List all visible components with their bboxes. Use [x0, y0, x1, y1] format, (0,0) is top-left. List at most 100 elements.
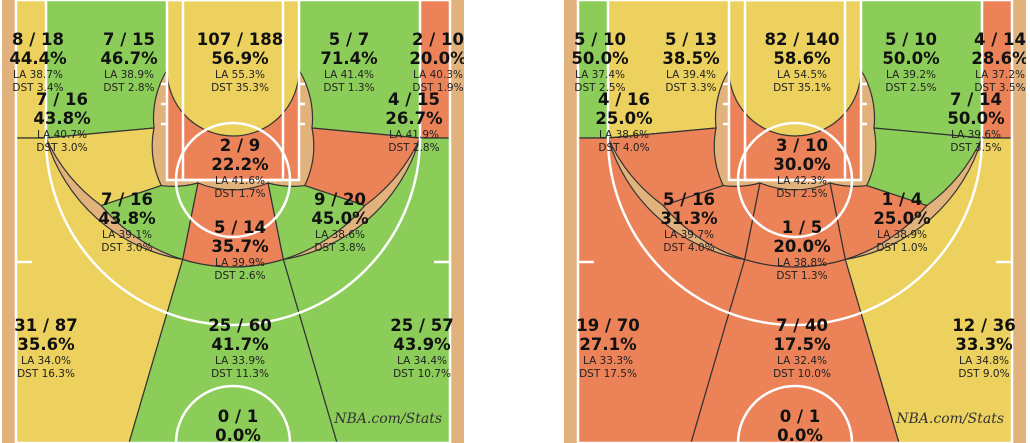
zone-pct: 43.9% [393, 335, 451, 354]
court-boundary [576, 0, 1014, 443]
zone-pct: 46.7% [100, 49, 158, 68]
zone-pct: 22.2% [211, 155, 269, 174]
zone-ratio: 4 / 14 [974, 30, 1026, 49]
zone-distribution: DST 3.0% [101, 242, 152, 254]
zone-distribution: DST 1.3% [776, 270, 827, 282]
inner-lane [743, 0, 847, 182]
zone-pct: 56.9% [211, 49, 269, 68]
zone-league-avg: LA 39.7% [664, 229, 714, 241]
zone-ratio: 82 / 140 [765, 30, 840, 49]
zone-league-avg: LA 38.9% [104, 69, 154, 81]
zone-league-avg: LA 33.3% [583, 355, 633, 367]
zone-pct: 25.0% [595, 109, 653, 128]
zone-ratio: 1 / 4 [882, 190, 922, 209]
zone-ratio: 8 / 18 [12, 30, 64, 49]
zone-label-backcourt: 0 / 10.0% [777, 407, 823, 443]
zone-distribution: DST 3.5% [974, 82, 1025, 94]
zone-pct: 25.0% [873, 209, 931, 228]
zone-distribution: DST 16.3% [17, 368, 75, 380]
zone-league-avg: LA 38.9% [877, 229, 927, 241]
three-point-arc [606, 137, 984, 327]
zone-ratio: 3 / 10 [776, 136, 828, 155]
zone-ratio: 107 / 188 [197, 30, 283, 49]
zone-distribution: DST 3.8% [314, 242, 365, 254]
zone-pct: 31.3% [660, 209, 718, 228]
zone-ratio: 7 / 14 [950, 90, 1002, 109]
zone-distribution: DST 3.5% [950, 142, 1001, 154]
zone-ratio: 5 / 7 [329, 30, 369, 49]
zone-ratio: 25 / 57 [390, 316, 453, 335]
zone-label-right-baseline-mid: 5 / 771.4%LA 41.4%DST 1.3% [320, 30, 378, 94]
zone-right-wing-mid [829, 182, 928, 261]
zone-league-avg: LA 39.4% [666, 69, 716, 81]
zone-league-avg: LA 34.8% [959, 355, 1009, 367]
zone-pct: 41.7% [211, 335, 269, 354]
zone-restricted-area [728, 0, 862, 137]
zone-pct: 0.0% [777, 426, 823, 443]
zone-distribution: DST 35.1% [773, 82, 831, 94]
zone-distribution: DST 2.6% [214, 270, 265, 282]
zone-pct: 0.0% [215, 426, 261, 443]
zone-league-avg: LA 32.4% [777, 355, 827, 367]
zone-distribution: DST 10.0% [773, 368, 831, 380]
zone-ratio: 4 / 16 [598, 90, 650, 109]
zone-league-avg: LA 34.0% [21, 355, 71, 367]
zone-ratio: 5 / 10 [885, 30, 937, 49]
zone-pct: 26.7% [385, 109, 443, 128]
zone-ratio: 19 / 70 [576, 316, 639, 335]
zone-pct: 17.5% [773, 335, 831, 354]
zone-distribution: DST 17.5% [579, 368, 637, 380]
zone-top-key-mid [744, 182, 846, 268]
zone-pct: 43.8% [33, 109, 91, 128]
zone-pct: 50.0% [882, 49, 940, 68]
zone-league-avg: LA 38.6% [599, 129, 649, 141]
zone-distribution: DST 4.0% [598, 142, 649, 154]
three-point-arc [44, 137, 422, 327]
zone-ratio: 2 / 9 [220, 136, 260, 155]
zone-ratio: 2 / 10 [412, 30, 464, 49]
zone-pct: 27.1% [579, 335, 637, 354]
zone-pct: 58.6% [773, 49, 831, 68]
zone-ratio: 0 / 1 [780, 407, 820, 426]
zone-restricted-area [166, 0, 300, 137]
zone-pct: 30.0% [773, 155, 831, 174]
zone-pct: 20.0% [773, 237, 831, 256]
inner-lane [181, 0, 285, 182]
court-boundary [14, 0, 452, 443]
zone-ratio: 5 / 13 [665, 30, 717, 49]
zone-distribution: DST 3.3% [665, 82, 716, 94]
zone-ratio: 1 / 5 [782, 218, 822, 237]
zone-pct: 38.5% [662, 49, 720, 68]
zone-distribution: DST 9.0% [958, 368, 1009, 380]
zone-label-backcourt: 0 / 10.0% [215, 407, 261, 443]
zone-league-avg: LA 41.4% [324, 69, 374, 81]
zone-ratio: 5 / 14 [214, 218, 266, 237]
zone-league-avg: LA 37.2% [975, 69, 1025, 81]
zone-ratio: 7 / 16 [36, 90, 88, 109]
court-lines [578, 0, 1012, 443]
source-credit: NBA.com/Stats [895, 411, 1004, 427]
zone-league-avg: LA 40.3% [413, 69, 463, 81]
zone-league-avg: LA 38.6% [315, 229, 365, 241]
zone-pct: 45.0% [311, 209, 369, 228]
zone-league-avg: LA 55.3% [215, 69, 265, 81]
zone-ratio: 31 / 87 [14, 316, 77, 335]
zone-ratio: 5 / 16 [663, 190, 715, 209]
zone-ratio: 7 / 40 [776, 316, 828, 335]
zone-pct: 50.0% [571, 49, 629, 68]
center-circle [736, 384, 854, 443]
